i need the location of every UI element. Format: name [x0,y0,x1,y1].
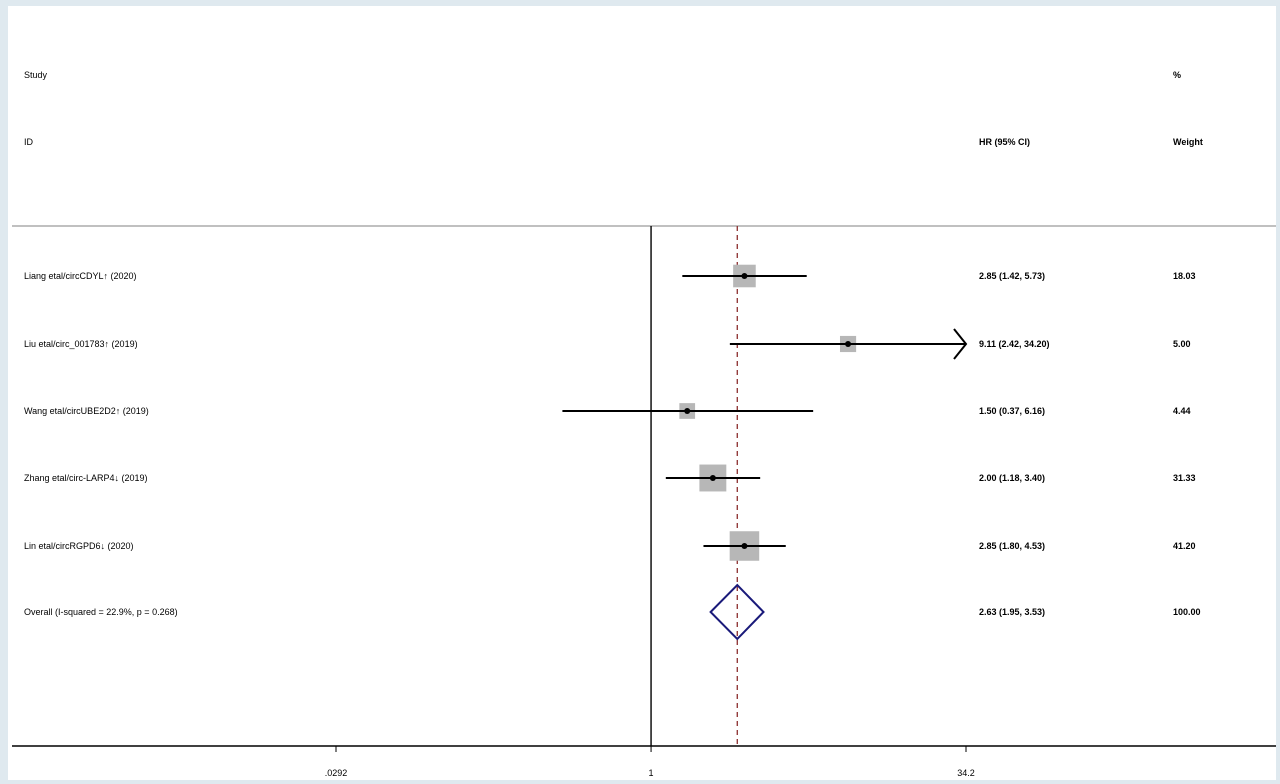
study-ci-text: 2.85 (1.80, 4.53) [979,541,1045,551]
study-label: Zhang etal/circ-LARP4↓ (2019) [24,473,148,483]
forest-plot: Study ID HR (95% CI) % Weight Liang etal… [8,6,1276,780]
study-weight-text: 31.33 [1173,473,1196,483]
x-tick-label: 34.2 [957,768,975,778]
overall-label: Overall (I-squared = 22.9%, p = 0.268) [24,607,178,617]
study-point-estimate [741,273,748,279]
study-ci-text: 2.00 (1.18, 3.40) [979,473,1045,483]
chart-marks: Liang etal/circCDYL↑ (2020) 2.85 (1.42, 5… [24,264,1201,778]
study-weight-text: 18.03 [1173,271,1196,281]
study-point-estimate [709,475,716,481]
study-point-estimate [684,408,691,414]
header-percent: % [1173,70,1181,80]
study-ci-text: 2.85 (1.42, 5.73) [979,271,1045,281]
forest-plot-svg: Study ID HR (95% CI) % Weight Liang etal… [12,70,1276,778]
overall-weight-text: 100.00 [1173,607,1201,617]
study-point-estimate [845,341,852,347]
overall-ci-text: 2.63 (1.95, 3.53) [979,607,1045,617]
overall-diamond [709,583,765,641]
header-id: ID [24,137,34,147]
study-label: Lin etal/circRGPD6↓ (2020) [24,541,134,551]
study-weight-text: 4.44 [1173,406,1191,416]
study-weight-text: 5.00 [1173,339,1191,349]
study-point-estimate [741,543,748,549]
header-study: Study [24,70,48,80]
study-ci-arrow [953,328,968,360]
study-label: Liang etal/circCDYL↑ (2020) [24,271,137,281]
study-label: Wang etal/circUBE2D2↑ (2019) [24,406,149,416]
x-tick-label: 1 [649,768,654,778]
study-ci-text: 9.11 (2.42, 34.20) [979,339,1050,349]
header-weight: Weight [1173,137,1203,147]
x-tick-label: .0292 [325,768,348,778]
study-ci-text: 1.50 (0.37, 6.16) [979,406,1045,416]
header-estimate: HR (95% CI) [979,137,1030,147]
study-weight-text: 41.20 [1173,541,1196,551]
study-label: Liu etal/circ_001783↑ (2019) [24,339,138,349]
